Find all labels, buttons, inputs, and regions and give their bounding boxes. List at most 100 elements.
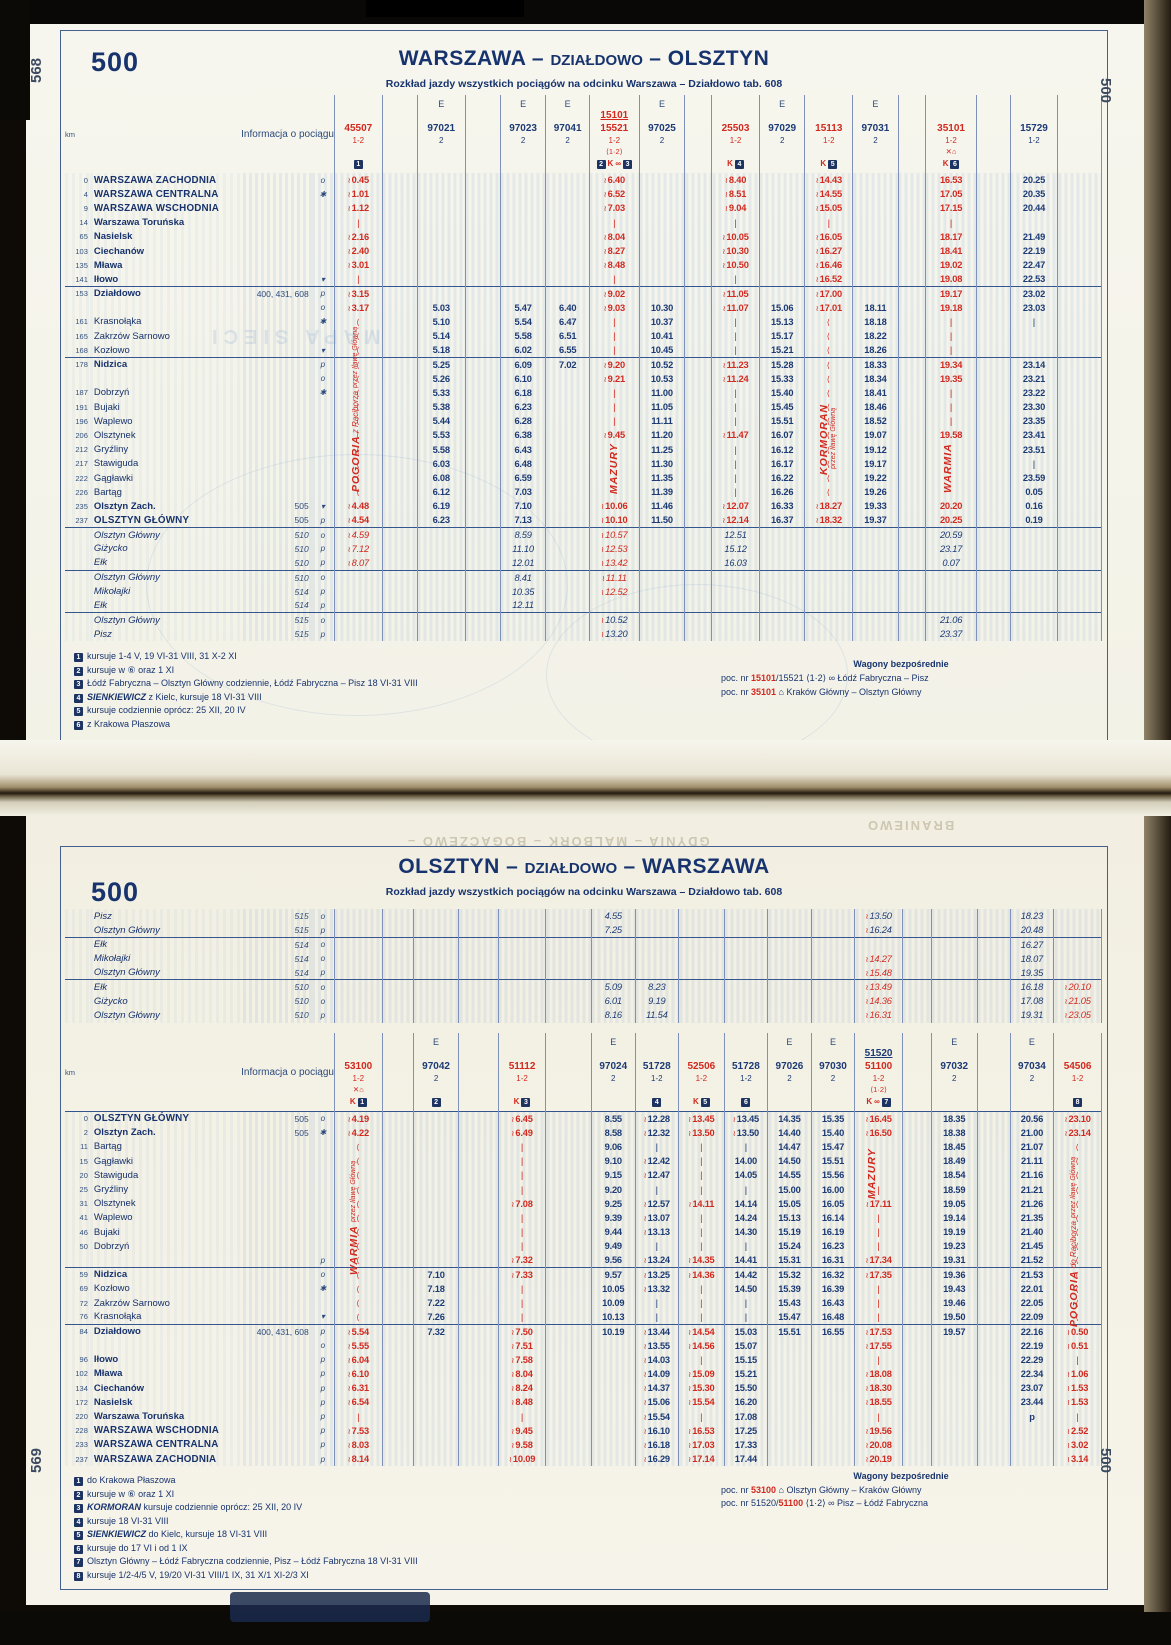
- time-cell: ≀13.45: [723, 1110, 769, 1126]
- time-cell: [976, 527, 1011, 542]
- time-cell: [758, 285, 806, 301]
- service-symbols: [725, 1084, 767, 1095]
- time-cell: [852, 612, 899, 627]
- time-cell: [684, 470, 713, 486]
- time-cell: [545, 923, 592, 938]
- time-cell: [381, 1423, 414, 1438]
- time-cell: [897, 229, 926, 244]
- time-cell: |: [678, 1310, 725, 1325]
- time-cell: |: [854, 1310, 903, 1325]
- time-cell: 19.46: [930, 1295, 978, 1311]
- time-cell: 10.45: [638, 343, 686, 358]
- station-row: 0 OLSZTYN GŁÓWNY 505 o ≀4.19 ≀6.45 8.55 ≀12.28 ≀…: [65, 1110, 1102, 1126]
- time-cell: [412, 1437, 460, 1452]
- time-cell: ≀13.24: [634, 1253, 680, 1268]
- time-cell: [976, 187, 1011, 202]
- time-cell: [545, 173, 590, 188]
- service-symbols: [640, 146, 684, 157]
- time-cell: 19.19: [930, 1225, 978, 1240]
- time-cell: [464, 187, 501, 202]
- time-cell: 9.57: [590, 1267, 636, 1282]
- time-cell: ≀17.55: [854, 1338, 903, 1353]
- time-cell: ≀17.35: [854, 1267, 903, 1282]
- arr-dep-mark: [311, 1139, 335, 1155]
- time-cell: ≀12.57: [634, 1196, 680, 1211]
- time-cell: [590, 1395, 636, 1410]
- time-cell: [412, 1008, 460, 1023]
- train-column-header: E 97026 2: [767, 1033, 812, 1111]
- time-cell: ⟨: [333, 1225, 383, 1240]
- book-page-number-left: 568: [28, 57, 46, 84]
- time-cell: [545, 1168, 592, 1183]
- time-cell: 16.43: [810, 1295, 856, 1311]
- connecting-table-ref: [243, 1395, 312, 1410]
- station-row: o ≀5.55 ≀7.51 ≀13.55 ≀14.56 15.07 ≀17.55 22.19 ≀…: [65, 1338, 1102, 1353]
- time-cell: ⟨: [333, 428, 383, 443]
- time-cell: |: [711, 470, 760, 486]
- reservation-mark: K: [513, 1097, 520, 1106]
- time-cell: [976, 1352, 1011, 1367]
- time-cell: 6.02: [499, 343, 547, 358]
- time-cell: [545, 1409, 592, 1424]
- arr-dep-mark: p: [311, 1437, 335, 1452]
- time-cell: 23.14: [1009, 356, 1059, 372]
- time-cell: [854, 1139, 903, 1155]
- time-cell: |: [1009, 314, 1059, 330]
- time-cell: [852, 201, 899, 216]
- time-cell: ⟨: [804, 356, 854, 372]
- time-cell: [499, 229, 547, 244]
- time-cell: [545, 456, 590, 471]
- station-name: Pisz: [89, 909, 244, 924]
- time-cell: 11.25: [638, 442, 686, 457]
- time-cell: [976, 442, 1011, 457]
- train-name: SIENKIEWICZ: [87, 1529, 147, 1539]
- time-cell: [458, 1323, 499, 1339]
- time-cell: 11.30: [638, 456, 686, 471]
- footnote-box: 1: [74, 653, 83, 662]
- connecting-table-ref: [243, 1381, 312, 1396]
- time-cell: 22.01: [1009, 1281, 1055, 1296]
- time-cell: [588, 456, 640, 471]
- through-coaches-note: Wagony bezpośrednie poc. nr 53100 ⌂ Olszt…: [721, 1471, 1081, 1512]
- time-cell: [901, 1239, 932, 1254]
- time-cell: [852, 215, 899, 230]
- train-number: 53100: [344, 1061, 373, 1072]
- time-cell: [678, 909, 725, 924]
- time-cell: [901, 1125, 932, 1140]
- connecting-table-ref: [243, 1267, 312, 1282]
- time-cell: [381, 258, 418, 273]
- time-cell: 16.12: [758, 442, 806, 457]
- time-cell: [381, 285, 418, 301]
- station-row: 50 Dobrzyń ⟨ | 9.49 | | | 15.24 16.23 | 19.23 21.45 ⟨: [65, 1239, 1102, 1254]
- time-cell: ≀16.24: [854, 923, 903, 938]
- time-cell: ⟨: [1053, 1196, 1102, 1211]
- time-cell: ⟨: [333, 1253, 383, 1268]
- time-cell: ≀12.47: [634, 1168, 680, 1183]
- time-cell: [545, 513, 590, 528]
- book-page-number-left: 569: [28, 1447, 46, 1474]
- time-cell: 21.00: [1009, 1125, 1055, 1140]
- time-cell: [767, 1008, 812, 1023]
- time-cell: ≀8.04: [588, 229, 640, 244]
- time-cell: ≀20.19: [854, 1452, 903, 1467]
- time-cell: 22.29: [1009, 1352, 1055, 1367]
- train-column-header: 53100 1-2 ✕⌂ K 1: [333, 1033, 383, 1111]
- time-cell: 15.51: [767, 1323, 812, 1339]
- time-cell: [897, 300, 926, 315]
- time-cell: |: [711, 414, 760, 429]
- time-cell: 21.49: [1009, 229, 1059, 244]
- time-cell: |: [711, 314, 760, 330]
- connecting-table-ref: [243, 1452, 312, 1467]
- title-via: DZIAŁDOWO: [550, 52, 643, 69]
- time-cell: 7.02: [545, 356, 590, 372]
- time-cell: [1057, 470, 1102, 486]
- time-cell: 15.50: [723, 1381, 769, 1396]
- time-cell: 23.21: [1009, 371, 1059, 386]
- time-cell: [930, 1008, 978, 1023]
- time-cell: 0.07: [924, 556, 978, 571]
- time-cell: [897, 243, 926, 259]
- time-cell: [381, 314, 418, 330]
- time-cell: ⟨: [1053, 1225, 1102, 1240]
- time-cell: ≀10.10: [588, 513, 640, 528]
